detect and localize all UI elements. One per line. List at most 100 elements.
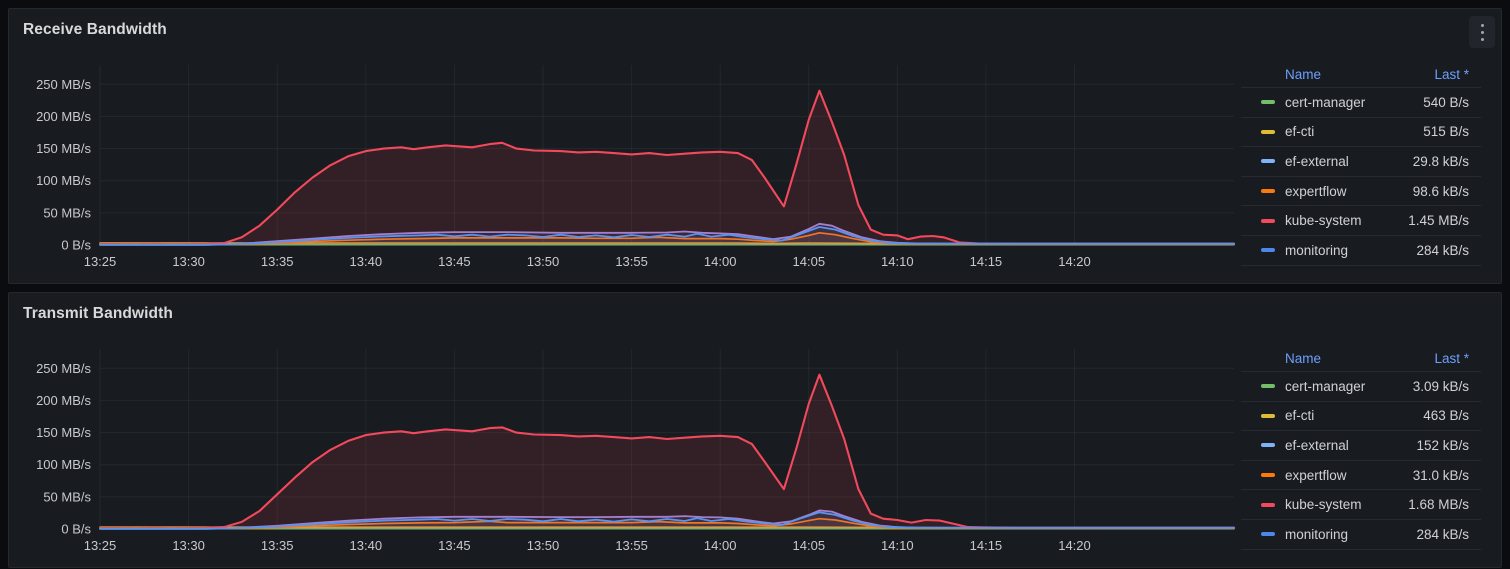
x-tick-label: 13:55 [615,254,648,269]
legend-header-last[interactable]: Last * [1434,350,1469,366]
series-color-swatch [1261,473,1275,478]
series-color-swatch [1261,502,1275,507]
legend-header-row: Name Last * [1241,61,1481,88]
legend-series-last-value: 540 B/s [1423,94,1469,110]
receive-bandwidth-chart[interactable]: 0 B/s 50 MB/s 100 MB/s 150 MB/s 200 MB/s 250 … [9,9,1501,283]
series-color-swatch [1261,100,1275,105]
panel-title[interactable]: Transmit Bandwidth [23,305,173,322]
kebab-menu-icon [1480,37,1484,41]
legend-row[interactable]: kube-system 1.45 MB/s [1241,206,1481,236]
legend-header-name[interactable]: Name [1285,66,1322,82]
legend-series-last-value: 284 kB/s [1416,526,1469,542]
x-tick-label: 13:50 [527,538,560,553]
panel-receive-bandwidth: 0 B/s 50 MB/s 100 MB/s 150 MB/s 200 MB/s 250 … [8,8,1502,284]
legend-row[interactable]: monitoring 284 kB/s [1241,520,1481,550]
kube-system-series-line [98,373,1236,530]
x-tick-label: 14:10 [881,538,914,553]
legend-row[interactable]: kube-system 1.68 MB/s [1241,490,1481,520]
x-tick-label: 14:05 [793,254,826,269]
y-tick-label: 200 MB/s [36,109,91,124]
kebab-menu-icon [1480,23,1484,27]
x-tick-label: 14:20 [1058,538,1091,553]
kube-system-series-area [100,90,1234,245]
series-color-swatch [1261,384,1275,389]
x-tick-label: 13:40 [350,254,383,269]
expertflow-series-area [100,518,1234,529]
legend-row[interactable]: cert-manager 3.09 kB/s [1241,372,1481,402]
y-tick-label: 50 MB/s [43,489,91,504]
x-tick-label: 14:15 [970,538,1003,553]
panel-title[interactable]: Receive Bandwidth [23,21,167,38]
x-tick-label: 13:35 [261,538,294,553]
legend-header-last[interactable]: Last * [1434,66,1469,82]
legend-series-name[interactable]: monitoring [1285,526,1349,542]
transmit-bandwidth-chart[interactable]: 0 B/s 50 MB/s 100 MB/s 150 MB/s 200 MB/s 250 … [9,293,1501,567]
legend-row[interactable]: ef-cti 515 B/s [1241,118,1481,148]
monitoring-series-line [99,511,1235,530]
legend-row[interactable]: cert-manager 540 B/s [1241,88,1481,118]
x-tick-label: 14:00 [704,538,737,553]
legend-row[interactable]: ef-external 152 kB/s [1241,431,1481,461]
legend-header-row: Name Last * [1241,345,1481,372]
legend-series-last-value: 3.09 kB/s [1412,378,1469,394]
x-tick-label: 13:40 [350,538,383,553]
kebab-menu-icon [1480,30,1484,34]
legend-series-last-value: 31.0 kB/s [1412,467,1469,483]
legend-series-name[interactable]: ef-external [1285,153,1349,169]
panel-menu-button[interactable] [1469,16,1495,48]
monitoring-series-area [100,512,1234,529]
kube-system-series-area [100,374,1234,529]
legend-series-last-value: 463 B/s [1423,408,1469,424]
legend-series-name[interactable]: ef-cti [1285,124,1315,140]
legend-table: Name Last * cert-manager 540 B/s ef-cti … [1241,61,1481,266]
legend-series-name[interactable]: cert-manager [1285,94,1366,110]
legend-series-name[interactable]: expertflow [1285,183,1347,199]
x-tick-label: 14:20 [1058,254,1091,269]
legend-series-name[interactable]: ef-external [1285,437,1349,453]
legend-row[interactable]: expertflow 98.6 kB/s [1241,177,1481,207]
x-tick-label: 13:35 [261,254,294,269]
y-tick-label: 250 MB/s [36,361,91,376]
legend-row[interactable]: ef-cti 463 B/s [1241,402,1481,432]
x-tick-label: 14:05 [793,538,826,553]
series-color-swatch [1261,159,1275,164]
legend-row[interactable]: expertflow 31.0 kB/s [1241,461,1481,491]
legend-series-name[interactable]: ef-cti [1285,408,1315,424]
legend-table: Name Last * cert-manager 3.09 kB/s ef-ct… [1241,345,1481,550]
legend-row[interactable]: monitoring 284 kB/s [1241,236,1481,266]
series-color-swatch [1261,129,1275,134]
x-tick-label: 14:00 [704,254,737,269]
x-tick-label: 13:30 [172,538,205,553]
x-tick-label: 14:10 [881,254,914,269]
y-tick-label: 150 MB/s [36,425,91,440]
kube-system-series-line [98,89,1236,246]
legend-series-name[interactable]: monitoring [1285,242,1349,258]
expertflow-series-area [100,232,1234,245]
x-tick-label: 13:25 [84,254,117,269]
legend-series-name[interactable]: kube-system [1285,213,1362,229]
legend-header-name[interactable]: Name [1285,350,1322,366]
x-tick-label: 13:55 [615,538,648,553]
x-tick-label: 13:25 [84,538,117,553]
monitoring-series-line [99,226,1235,246]
x-tick-label: 13:30 [172,254,205,269]
legend-series-name[interactable]: expertflow [1285,467,1347,483]
legend-series-last-value: 98.6 kB/s [1412,183,1469,199]
y-tick-label: 50 MB/s [43,205,91,220]
legend-series-name[interactable]: cert-manager [1285,378,1366,394]
legend-series-name[interactable]: kube-system [1285,497,1362,513]
series-color-swatch [1261,218,1275,223]
series-color-swatch [1261,248,1275,253]
y-tick-label: 100 MB/s [36,457,91,472]
x-tick-label: 13:45 [438,254,471,269]
legend-series-last-value: 1.45 MB/s [1408,213,1469,229]
series-color-swatch [1261,443,1275,448]
y-tick-label: 250 MB/s [36,77,91,92]
x-tick-label: 13:45 [438,538,471,553]
legend-row[interactable]: ef-external 29.8 kB/s [1241,147,1481,177]
legend-series-last-value: 29.8 kB/s [1412,153,1469,169]
x-tick-label: 14:15 [970,254,1003,269]
y-tick-label: 150 MB/s [36,141,91,156]
legend-series-last-value: 152 kB/s [1416,437,1469,453]
